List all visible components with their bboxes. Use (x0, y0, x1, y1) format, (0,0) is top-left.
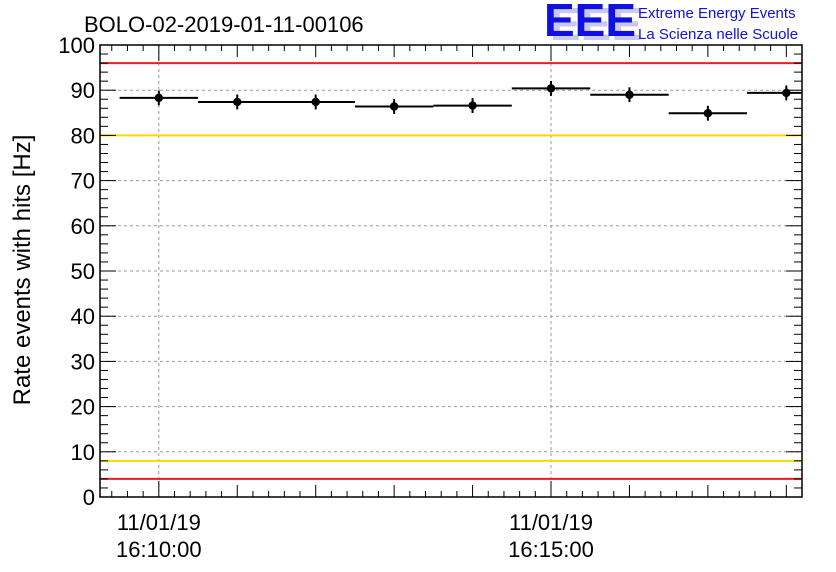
logo-line2: La Scienza nelle Scuole (638, 26, 798, 43)
x-tick-label-time: 16:10:00 (116, 537, 202, 562)
y-tick-label: 0 (83, 485, 95, 510)
data-point (389, 102, 399, 111)
y-tick-label: 70 (71, 169, 95, 194)
data-point (233, 97, 242, 107)
data-point (546, 84, 556, 93)
y-tick-label: 10 (71, 440, 95, 465)
y-tick-label: 50 (71, 259, 95, 284)
x-tick-label-time: 16:15:00 (508, 537, 594, 562)
reference-lines (100, 62, 802, 480)
chart-title: BOLO-02-2019-01-11-00106 (84, 12, 364, 37)
y-tick-label: 60 (71, 214, 95, 239)
y-tick-label: 100 (58, 33, 95, 58)
data-series (119, 80, 802, 121)
data-point (782, 88, 791, 98)
data-point (625, 90, 634, 99)
data-point (468, 101, 477, 110)
y-tick-label: 90 (71, 78, 95, 103)
y-axis-label: Rate events with hits [Hz] (9, 135, 36, 406)
y-tick-label: 30 (71, 349, 95, 374)
y-tick-label: 40 (71, 304, 95, 329)
eee-logo: EEE EEE Extreme Energy Events La Scienza… (544, 0, 798, 50)
data-point (311, 97, 320, 107)
logo-line1: Extreme Energy Events (638, 5, 796, 22)
x-tick-label-date: 11/01/19 (509, 510, 593, 535)
data-point (154, 93, 164, 103)
y-tick-label: 20 (71, 395, 95, 420)
axes: 010203040506070809010011/01/1916:10:0011… (58, 33, 803, 562)
logo-letters-shadow: EEE (550, 0, 642, 50)
x-tick-label-date: 11/01/19 (117, 510, 201, 535)
data-point (703, 109, 713, 118)
y-tick-label: 80 (71, 123, 95, 148)
logo-letters: EEE (544, 0, 636, 46)
